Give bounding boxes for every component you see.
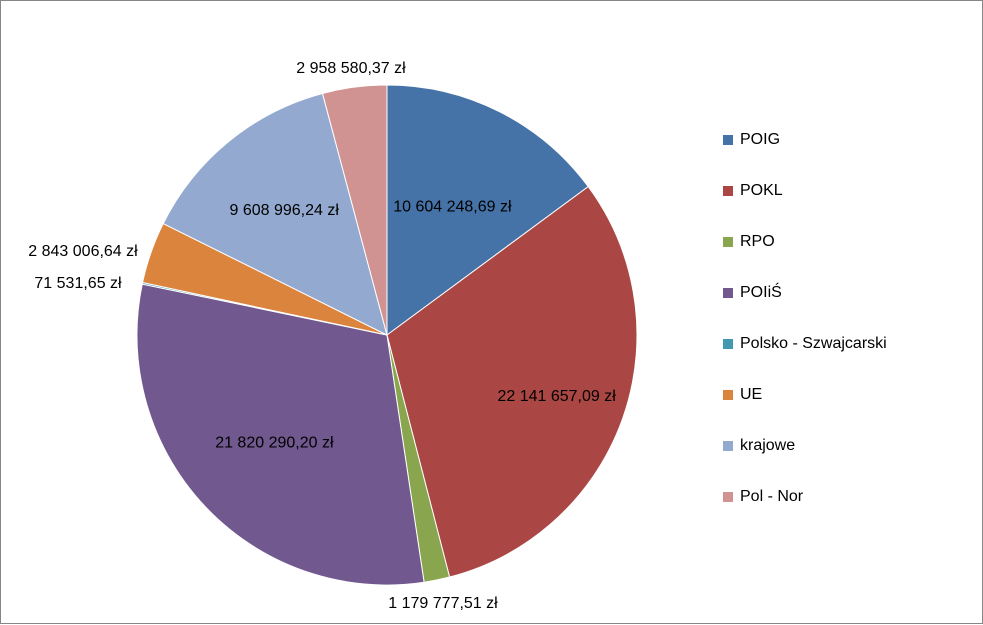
pie-slice-poig	[386, 84, 589, 336]
legend-swatch	[723, 135, 733, 145]
legend-label: POIiŚ	[740, 284, 782, 301]
data-label: 2 958 580,37 zł	[296, 60, 406, 77]
pie-slice-pol-nor	[321, 84, 388, 336]
legend-swatch	[723, 186, 733, 196]
legend-item: RPO	[723, 231, 887, 282]
legend-swatch	[723, 237, 733, 247]
legend-item: POIG	[723, 129, 887, 180]
pie-slice-pokl	[386, 185, 638, 578]
legend-label: krajowe	[740, 437, 796, 454]
legend: POIG POKL RPO POIiŚ Polsko - Szwajcarski UE kr…	[723, 129, 887, 537]
legend-swatch	[723, 492, 733, 502]
legend-item: POIiŚ	[723, 282, 887, 333]
legend-label: Pol - Nor	[740, 488, 804, 505]
legend-label: POKL	[740, 182, 783, 199]
legend-item: UE	[723, 384, 887, 435]
data-label: 21 820 290,20 zł	[215, 434, 334, 451]
pie-slice-poiiś	[136, 283, 425, 586]
data-label: 2 843 006,64 zł	[28, 243, 138, 260]
data-label: 9 608 996,24 zł	[230, 202, 340, 219]
pie-slice-krajowe	[162, 92, 388, 336]
data-label: 22 141 657,09 zł	[497, 388, 616, 405]
legend-item: POKL	[723, 180, 887, 231]
legend-item: krajowe	[723, 435, 887, 486]
legend-label: POIG	[740, 131, 781, 148]
data-label: 10 604 248,69 zł	[393, 199, 512, 216]
legend-label: UE	[740, 386, 763, 403]
legend-swatch	[723, 441, 733, 451]
legend-swatch	[723, 339, 733, 349]
legend-swatch	[723, 390, 733, 400]
legend-item: Polsko - Szwajcarski	[723, 333, 887, 384]
data-label: 71 531,65 zł	[34, 275, 122, 292]
legend-swatch	[723, 288, 733, 298]
legend-item: Pol - Nor	[723, 486, 887, 537]
legend-label: Polsko - Szwajcarski	[740, 335, 887, 352]
data-label: 1 179 777,51 zł	[388, 595, 498, 612]
legend-label: RPO	[740, 233, 775, 250]
